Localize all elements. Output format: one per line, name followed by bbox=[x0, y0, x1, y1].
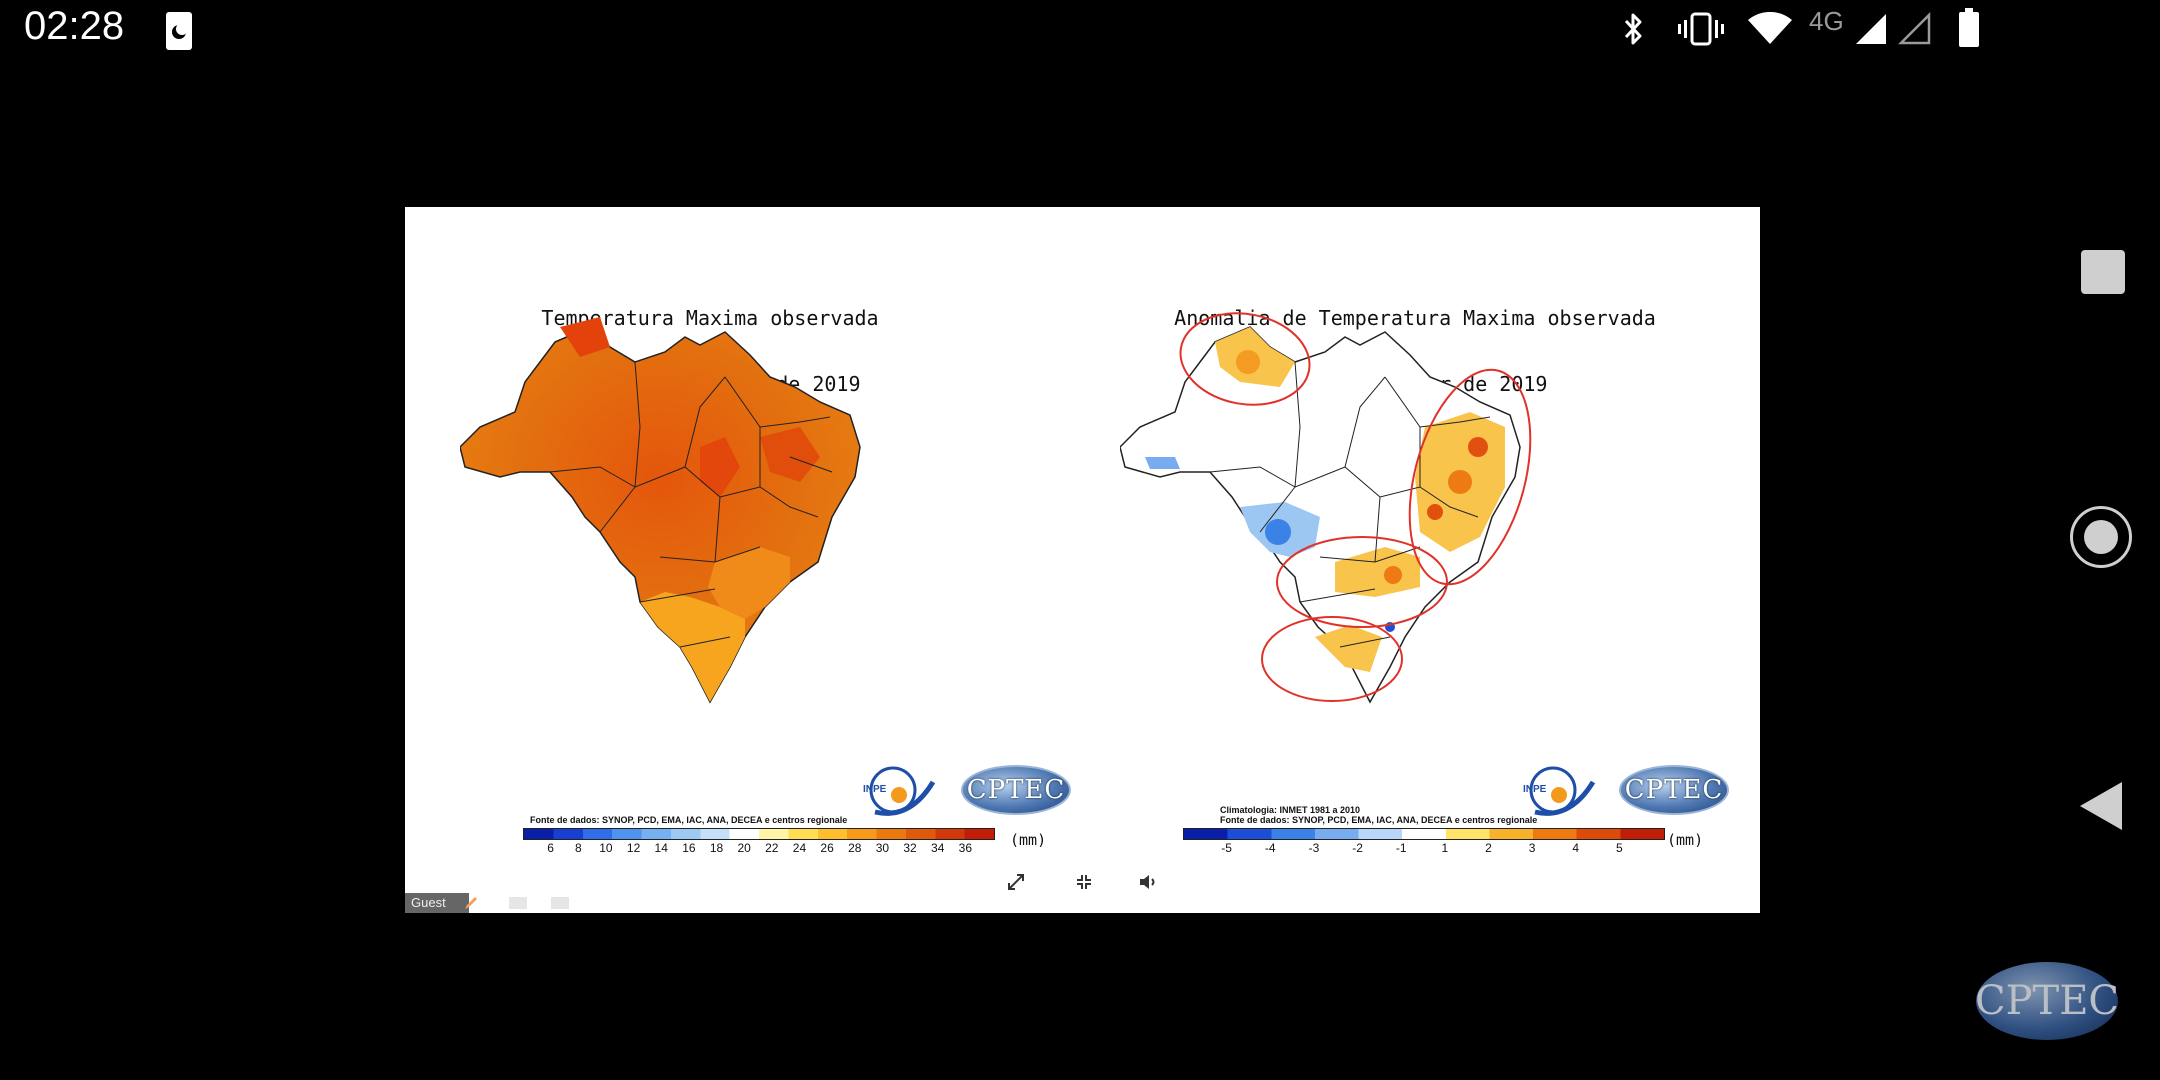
colorbar-tick-label: -5 bbox=[1221, 841, 1232, 855]
colorbar-tick-label: 5 bbox=[1616, 841, 1623, 855]
cptec-watermark: CPTEC bbox=[1975, 962, 2119, 1040]
colorbar-tick-label: 32 bbox=[903, 841, 917, 855]
left-temperature-map bbox=[460, 317, 861, 704]
vibrate-icon bbox=[1678, 12, 1724, 46]
hot-patch bbox=[700, 437, 740, 497]
status-bar: 02:28 4G bbox=[0, 0, 2160, 60]
guest-label: Guest bbox=[405, 893, 469, 913]
cptec-logo-right: CPTEC bbox=[1619, 765, 1729, 815]
colorbar-tick-label: 26 bbox=[820, 841, 834, 855]
colorbar-tick-label: 2 bbox=[1485, 841, 1492, 855]
colorbar-tick-label: 28 bbox=[848, 841, 862, 855]
colorbar-tick-label: -3 bbox=[1308, 841, 1320, 855]
status-time: 02:28 bbox=[24, 4, 125, 48]
pen-icon[interactable] bbox=[463, 895, 479, 911]
colorbar-tick-label: 16 bbox=[682, 841, 696, 855]
right-map-title-line1: Anomalia de Temperatura Maxima observada bbox=[1174, 306, 1656, 330]
right-climatology-note: Climatologia: INMET 1981 a 2010 bbox=[1220, 805, 1361, 815]
wifi-icon bbox=[1748, 12, 1792, 44]
signal-empty-icon bbox=[1898, 12, 1931, 45]
colorbar-tick-label: -1 bbox=[1395, 841, 1407, 855]
colorbar-tick-label: 18 bbox=[709, 841, 724, 855]
brazil-shape-right bbox=[1120, 326, 1521, 704]
left-colorbar bbox=[523, 828, 995, 840]
expand-icon[interactable] bbox=[1005, 871, 1027, 893]
colorbar-tick-label: 6 bbox=[547, 841, 554, 855]
network-type-label: 4G bbox=[1809, 6, 1844, 36]
colorbar-tick-label: -4 bbox=[1264, 841, 1276, 855]
colorbar-tick-label: 20 bbox=[737, 841, 751, 855]
left-colorbar-ticks: 6 8 10 12 14 16 18 20 22 24 26 28 30 32 34 36 bbox=[523, 841, 993, 857]
right-unit-label: (mm) bbox=[1667, 831, 1704, 849]
colorbar-tick-label: 34 bbox=[931, 841, 945, 855]
colorbar-tick-label: 8 bbox=[574, 841, 582, 855]
inpe-logo-left: INPE bbox=[863, 766, 936, 816]
colorbar-tick-label: 1 bbox=[1441, 841, 1449, 855]
moon-icon bbox=[166, 12, 192, 50]
warm-southeast bbox=[1335, 547, 1420, 597]
southeast-region bbox=[708, 547, 790, 619]
right-colorbar-ticks: -5 -4 -3 -2 -1 1 2 3 4 5 bbox=[1183, 841, 1663, 857]
left-unit-label: (mm) bbox=[1010, 831, 1047, 849]
annotation-circles bbox=[1179, 312, 1532, 702]
state-borders-right bbox=[1209, 361, 1491, 648]
colorbar-tick-label: 24 bbox=[792, 841, 807, 855]
colorbar-tick-label: 30 bbox=[875, 841, 890, 855]
colorbar-tick-label: -2 bbox=[1352, 841, 1363, 855]
fit-screen-icon[interactable] bbox=[1073, 871, 1095, 893]
colorbar-tick-label: 10 bbox=[599, 841, 613, 855]
state-borders-left bbox=[549, 361, 833, 648]
colorbar-tick-label: 22 bbox=[765, 841, 779, 855]
colorbar-tick-label: 12 bbox=[626, 841, 641, 855]
battery-icon bbox=[1959, 8, 1979, 47]
inpe-text: INPE bbox=[1523, 784, 1547, 795]
inpe-text: INPE bbox=[863, 784, 887, 795]
signal-icon bbox=[1856, 14, 1886, 44]
cptec-logo-left: CPTEC bbox=[961, 765, 1071, 815]
colorbar-tick-label: 3 bbox=[1528, 841, 1536, 855]
right-map-title: Anomalia de Temperatura Maxima observada… bbox=[1115, 263, 1715, 439]
bluetooth-icon bbox=[1624, 13, 1642, 45]
left-source-note: Fonte de dados: SYNOP, PCD, EMA, IAC, AN… bbox=[530, 815, 848, 825]
back-button[interactable] bbox=[2080, 782, 2122, 830]
colorbar-tick-label: 4 bbox=[1572, 841, 1580, 855]
hot-patch-2 bbox=[760, 427, 820, 482]
brazil-shape-left bbox=[460, 326, 861, 704]
north-hot-spot bbox=[560, 317, 610, 357]
faint-tool-1[interactable] bbox=[509, 897, 527, 909]
right-colorbar bbox=[1183, 828, 1665, 840]
recent-apps-button[interactable] bbox=[2081, 250, 2125, 294]
warm-south bbox=[1315, 625, 1382, 672]
colorbar-tick-label: 36 bbox=[958, 841, 973, 855]
volume-icon[interactable] bbox=[1137, 871, 1159, 893]
video-frame[interactable]: Temperatura Maxima observada de 01 a 28 … bbox=[405, 207, 1760, 913]
faint-tool-2[interactable] bbox=[551, 897, 569, 909]
right-anomaly-map bbox=[1120, 312, 1532, 704]
cold-edge bbox=[1145, 457, 1180, 469]
colorbar-tick-label: 14 bbox=[654, 841, 668, 855]
home-button[interactable] bbox=[2070, 506, 2132, 568]
south-warm-region bbox=[640, 592, 745, 702]
right-source-note: Fonte de dados: SYNOP, PCD, EMA, IAC, AN… bbox=[1220, 815, 1538, 825]
inpe-logo-right: INPE bbox=[1523, 766, 1596, 816]
